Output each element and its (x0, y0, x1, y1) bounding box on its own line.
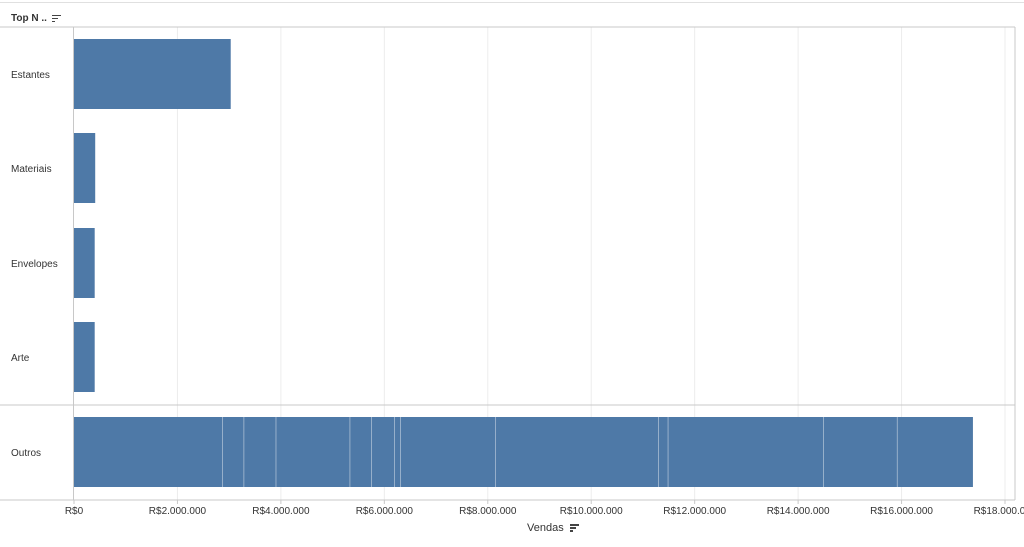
x-tick-label: R$14.000.000 (767, 506, 830, 517)
bar-segment-outros (371, 417, 395, 487)
x-tick-label: R$2.000.000 (149, 506, 207, 517)
x-axis-title-text: Vendas (527, 522, 564, 534)
bar-segment-outros (400, 417, 496, 487)
bar-segment-outros (350, 417, 372, 487)
axis-sort-descending-icon[interactable] (569, 524, 579, 532)
x-tick-label: R$12.000.000 (663, 506, 726, 517)
y-category-label: Materiais (11, 164, 52, 175)
x-tick-label: R$8.000.000 (459, 506, 517, 517)
y-category-label: Outros (11, 448, 41, 459)
x-tick-label: R$6.000.000 (356, 506, 414, 517)
bar-arte (74, 322, 95, 392)
x-axis-title: Vendas (527, 522, 579, 534)
bar-estantes (74, 39, 231, 109)
x-tick-label: R$0 (65, 506, 84, 517)
bar-segment-outros (823, 417, 898, 487)
y-category-label: Arte (11, 353, 30, 364)
bar-segment-outros (668, 417, 824, 487)
bar-segment-outros (658, 417, 669, 487)
bar-segment-outros (495, 417, 659, 487)
bar-materiais (74, 133, 96, 203)
top-rule (0, 2, 1024, 3)
bar-segment-outros (897, 417, 973, 487)
bar-segment-outros (74, 417, 223, 487)
bar-segment-outros (394, 417, 401, 487)
x-tick-label: R$10.000.000 (560, 506, 623, 517)
bar-segment-outros (222, 417, 245, 487)
x-tick-label: R$4.000.000 (252, 506, 310, 517)
x-tick-label: R$16.000.000 (870, 506, 933, 517)
y-category-label: Envelopes (11, 259, 58, 270)
row-header: Top N .. (11, 13, 61, 24)
row-header-title: Top N .. (11, 13, 47, 24)
bar-envelopes (74, 228, 95, 298)
bar-segment-outros (244, 417, 277, 487)
sort-descending-icon[interactable] (51, 14, 61, 23)
x-tick-label: R$18.000.000 (974, 506, 1024, 517)
bar-segment-outros (276, 417, 351, 487)
y-category-label: Estantes (11, 70, 50, 81)
